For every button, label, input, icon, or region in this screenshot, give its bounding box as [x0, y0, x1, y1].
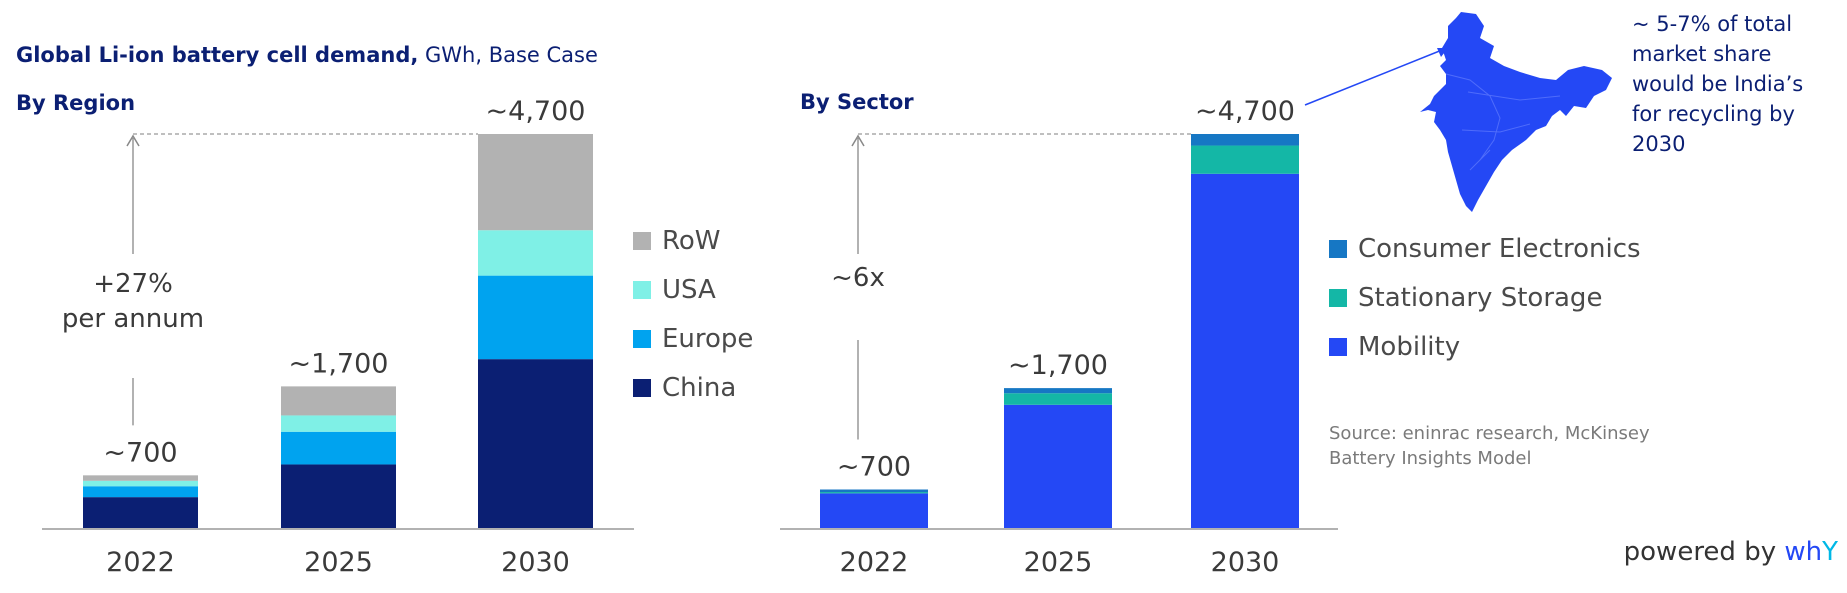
india-note-line2: market share [1632, 42, 1771, 66]
region-bar-2030-usa [478, 230, 593, 276]
region-bar-2022-usa [83, 480, 198, 487]
region-bar-2030-europe [478, 275, 593, 360]
region-legend-label-china: China [662, 373, 736, 403]
region-growth-line1: +27% [93, 269, 173, 299]
powered-by-text: powered by [1624, 537, 1785, 567]
chart-title-rest: GWh, Base Case [418, 43, 598, 67]
india-note-line1: ~ 5-7% of total [1632, 12, 1792, 36]
sector-chart: ~700 2022 ~1,700 2025 ~4,700 2030 Consumer Ele… [780, 96, 1641, 578]
region-bar-2022-row [83, 475, 198, 481]
region-bar-2022-china [83, 497, 198, 528]
region-bar-2030-row [478, 134, 593, 231]
sector-bar-2022-stationary-storage [820, 492, 928, 494]
sector-bar-2030-consumer-electronics [1191, 134, 1299, 146]
india-note-line3: would be India’s [1632, 72, 1803, 96]
region-bar-2022-europe [83, 486, 198, 498]
sector-tick-label-2025: 2025 [1024, 547, 1093, 578]
region-legend-swatch-usa [633, 281, 651, 299]
region-legend-swatch-china [633, 379, 651, 397]
sector-growth-label: ~6x [831, 263, 885, 293]
region-legend-label-row: RoW [662, 226, 721, 256]
region-tick-label-2022: 2022 [106, 547, 175, 578]
region-bar-2025-usa [281, 415, 396, 432]
sector-bar-2025-mobility [1004, 404, 1112, 528]
source-line1: Source: eninrac research, McKinsey [1329, 423, 1650, 444]
powered-by-brand: wh [1784, 537, 1822, 567]
source-note: Source: eninrac research, McKinsey Batte… [1329, 423, 1655, 469]
region-legend-swatch-europe [633, 330, 651, 348]
region-total-label-2022: ~700 [103, 437, 177, 468]
sector-legend-swatch-stationary-storage [1329, 289, 1347, 307]
sector-total-label-2030: ~4,700 [1195, 96, 1295, 127]
sector-total-label-2025: ~1,700 [1008, 350, 1108, 381]
region-tick-label-2025: 2025 [304, 547, 373, 578]
india-pointer-arrow [1304, 48, 1448, 106]
india-note: ~ 5-7% of total market share would be In… [1632, 12, 1810, 156]
region-tick-label-2030: 2030 [501, 547, 570, 578]
sector-tick-label-2030: 2030 [1211, 547, 1280, 578]
sector-legend-label-mobility: Mobility [1358, 332, 1460, 362]
sector-bar-2030-mobility [1191, 173, 1299, 528]
region-bar-2025-europe [281, 431, 396, 465]
region-total-label-2030: ~4,700 [486, 96, 586, 127]
region-bar-2030-china [478, 359, 593, 528]
sector-growth-arrow-head [851, 134, 865, 147]
india-note-line4: for recycling by [1632, 102, 1795, 126]
sector-bar-2022-consumer-electronics [820, 489, 928, 493]
sector-legend-label-stationary-storage: Stationary Storage [1358, 283, 1602, 313]
sector-bar-2030-stationary-storage [1191, 145, 1299, 174]
sector-subtitle: By Sector [800, 90, 914, 114]
sector-bar-2025-consumer-electronics [1004, 388, 1112, 394]
sector-legend-swatch-mobility [1329, 338, 1347, 356]
chart-title: Global Li-ion battery cell demand, GWh, … [16, 43, 598, 67]
region-chart: ~700 2022 ~1,700 2025 ~4,700 2030 RoW USA Europe… [42, 96, 753, 578]
region-legend-label-europe: Europe [662, 324, 753, 354]
sector-growth-annotation: ~6x [831, 263, 885, 293]
region-growth-line2: per annum [62, 304, 204, 334]
sector-bar-2022-mobility [820, 493, 928, 528]
sector-bar-2025-stationary-storage [1004, 393, 1112, 405]
region-total-label-2025: ~1,700 [289, 348, 389, 379]
chart-title-bold: Global Li-ion battery cell demand, [16, 43, 418, 67]
powered-by: powered by whY [1624, 537, 1838, 567]
region-legend-swatch-row [633, 232, 651, 250]
region-bar-2025-row [281, 386, 396, 416]
sector-total-label-2022: ~700 [837, 451, 911, 482]
india-map-icon [1420, 12, 1612, 212]
india-note-line5: 2030 [1632, 132, 1685, 156]
sector-tick-label-2022: 2022 [840, 547, 909, 578]
region-legend-label-usa: USA [662, 275, 716, 305]
source-line2: Battery Insights Model [1329, 448, 1531, 469]
sector-legend-label-consumer-electronics: Consumer Electronics [1358, 234, 1641, 264]
region-growth-arrow-head [126, 134, 140, 147]
region-bar-2025-china [281, 464, 396, 528]
region-subtitle: By Region [16, 91, 135, 115]
sector-legend-swatch-consumer-electronics [1329, 240, 1347, 258]
powered-by-brand-mark: Y [1821, 537, 1838, 567]
region-growth-annotation: +27% per annum [62, 269, 204, 334]
